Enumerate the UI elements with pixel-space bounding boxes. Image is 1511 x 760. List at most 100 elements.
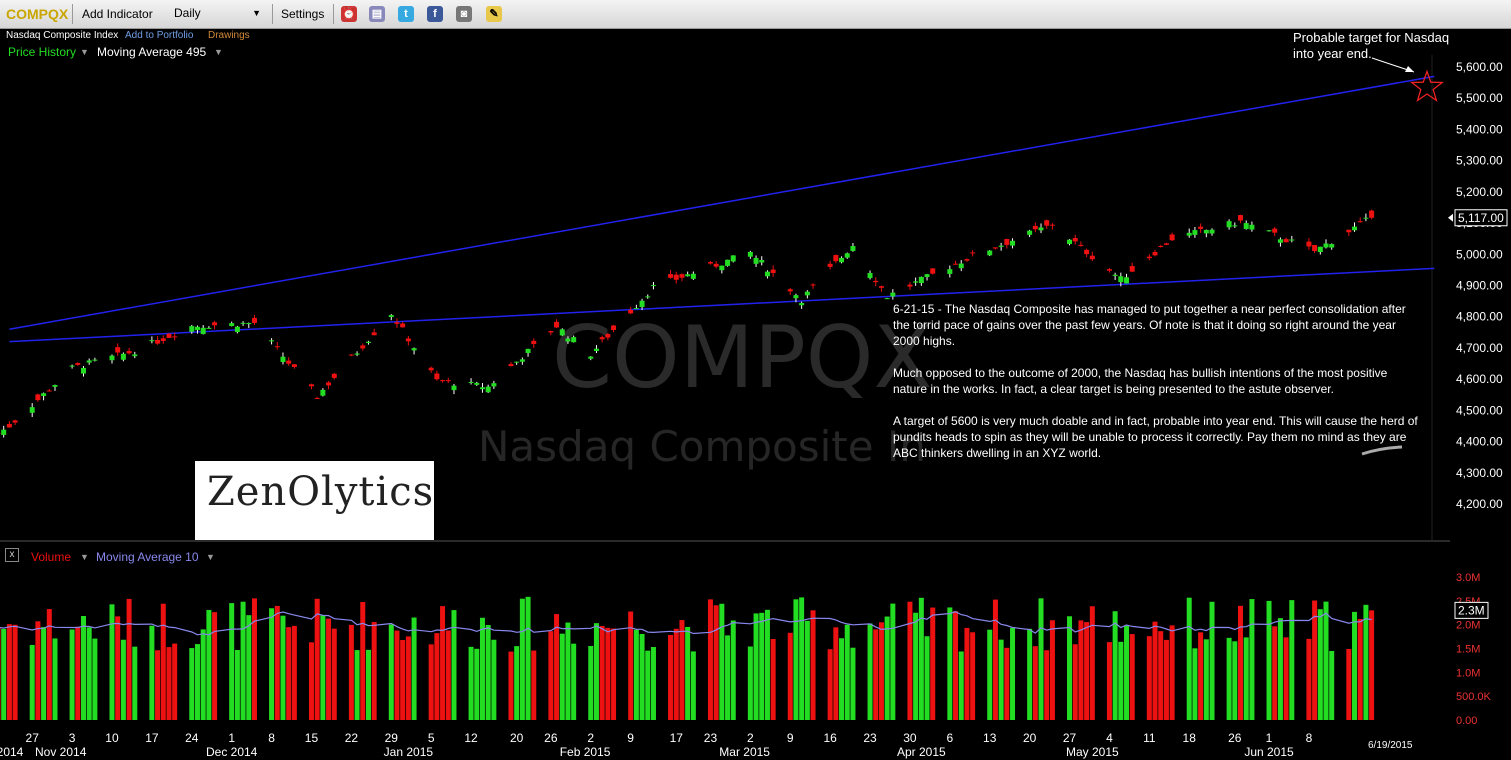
- volume-bar: [867, 623, 873, 720]
- candle-body: [839, 257, 845, 263]
- chevron-down-icon[interactable]: ▼: [80, 552, 89, 562]
- price-history-label[interactable]: Price History: [8, 45, 77, 59]
- alarm-icon[interactable]: ⏰: [341, 6, 357, 22]
- candle-body: [1272, 228, 1278, 233]
- candle-body: [1369, 210, 1375, 218]
- camera-icon[interactable]: ◙: [456, 6, 472, 22]
- candle-body: [987, 250, 993, 256]
- print-icon[interactable]: ▤: [369, 6, 385, 22]
- x-tick-day: 15: [305, 731, 319, 745]
- x-tick-day: 29: [385, 731, 399, 745]
- x-tick-day: 27: [26, 731, 40, 745]
- volume-bar: [633, 629, 639, 720]
- volume-bar: [445, 630, 451, 720]
- price-tick-label: 5,000.00: [1456, 247, 1503, 261]
- candle-body: [155, 339, 161, 344]
- volume-bar: [958, 651, 964, 720]
- candle-body: [554, 321, 560, 328]
- volume-label[interactable]: Volume: [31, 550, 72, 564]
- candle-body: [1192, 230, 1198, 235]
- candle-body: [1209, 229, 1215, 234]
- volume-bar: [365, 649, 371, 720]
- volume-bar: [713, 605, 719, 720]
- candle-body: [286, 360, 292, 364]
- toolbar-separator: [72, 4, 73, 24]
- twitter-icon[interactable]: t: [398, 6, 414, 22]
- candle-body: [793, 295, 799, 299]
- toolbar: COMPQX Add Indicator Daily ▼ Settings ⏰ …: [0, 0, 1511, 29]
- volume-bar: [479, 617, 485, 720]
- volume-bar: [451, 610, 457, 720]
- candle-body: [1152, 251, 1158, 256]
- volume-bar: [86, 627, 92, 720]
- note-icon[interactable]: ✎: [486, 6, 502, 22]
- volume-bar: [907, 601, 913, 720]
- candle-body: [246, 323, 252, 325]
- volume-bar: [286, 627, 292, 720]
- candle-body: [605, 334, 611, 338]
- volume-bar: [1072, 644, 1078, 720]
- candle-body: [206, 327, 212, 329]
- volume-bar: [6, 624, 12, 720]
- volume-bar: [1323, 601, 1329, 720]
- volume-bar: [1266, 600, 1272, 720]
- candle-body: [804, 291, 810, 296]
- close-panel-button[interactable]: x: [5, 548, 19, 562]
- chevron-down-icon[interactable]: ▼: [214, 47, 223, 57]
- facebook-icon[interactable]: f: [427, 6, 443, 22]
- symbol-input[interactable]: COMPQX: [6, 6, 69, 22]
- candle-body: [1289, 239, 1295, 241]
- index-name: Nasdaq Composite Index: [6, 30, 119, 41]
- volume-bar: [1306, 638, 1312, 720]
- drawings-link[interactable]: Drawings: [208, 30, 250, 41]
- x-tick-month: Nov 2014: [35, 745, 87, 759]
- candle-body: [947, 269, 953, 274]
- volume-bar: [668, 634, 674, 720]
- volume-bar: [787, 632, 793, 720]
- volume-bar: [1226, 637, 1232, 720]
- candle-body: [46, 390, 52, 392]
- interval-select[interactable]: Daily ▼: [168, 5, 264, 22]
- candle-body: [365, 341, 371, 343]
- volume-bar: [240, 601, 246, 720]
- add-to-portfolio-link[interactable]: Add to Portfolio: [125, 30, 194, 41]
- volume-bar: [1129, 634, 1135, 720]
- chevron-down-icon[interactable]: ▼: [80, 47, 89, 57]
- volume-tick-label: 500.0K: [1456, 691, 1492, 703]
- volume-bar: [314, 598, 320, 720]
- candle-body: [1004, 239, 1010, 245]
- chevron-down-icon[interactable]: ▼: [206, 552, 215, 562]
- price-tick-label: 4,500.00: [1456, 403, 1503, 417]
- volume-bar: [411, 617, 417, 720]
- candle-body: [668, 274, 674, 278]
- scribble-mark: [1361, 445, 1403, 456]
- candle-body: [291, 364, 297, 368]
- candle-body: [35, 394, 41, 401]
- volume-bar: [194, 644, 200, 720]
- volume-bar: [964, 627, 970, 720]
- volume-ma-label[interactable]: Moving Average 10: [96, 550, 199, 564]
- volume-bar: [1158, 631, 1164, 720]
- volume-bar: [1369, 610, 1375, 720]
- x-tick-day: 8: [268, 731, 275, 745]
- x-tick-day: 12: [464, 731, 478, 745]
- volume-bar: [491, 639, 497, 720]
- candle-body: [1352, 226, 1358, 231]
- volume-bar: [593, 623, 599, 720]
- x-tick-day: 9: [627, 731, 634, 745]
- moving-average-label[interactable]: Moving Average 495: [97, 45, 207, 59]
- volume-bar: [1084, 622, 1090, 720]
- candle-body: [41, 393, 47, 397]
- candle-body: [434, 373, 440, 380]
- volume-bar: [1106, 642, 1112, 720]
- volume-bar: [434, 633, 440, 720]
- candle-body: [725, 259, 731, 266]
- x-tick-day: 30: [903, 731, 917, 745]
- add-indicator-button[interactable]: Add Indicator: [82, 7, 153, 21]
- settings-button[interactable]: Settings: [281, 7, 325, 21]
- candle-body: [1266, 230, 1272, 232]
- candle-body: [593, 348, 599, 352]
- candle-body: [810, 284, 816, 286]
- candle-body: [707, 262, 713, 264]
- target-star-icon: [1409, 69, 1445, 102]
